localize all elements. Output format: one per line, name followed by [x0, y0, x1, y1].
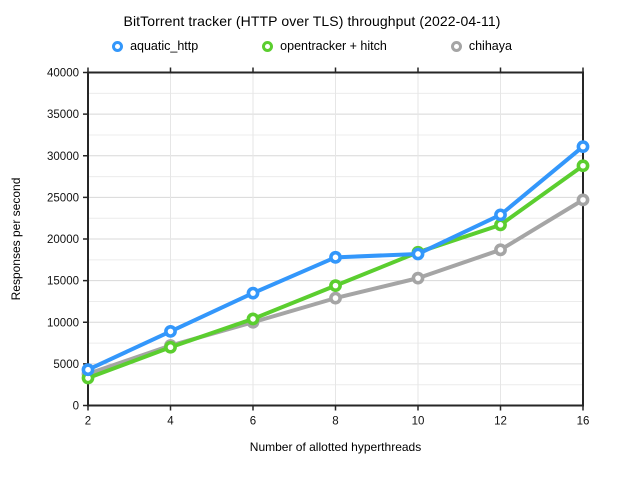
svg-text:20000: 20000	[47, 234, 79, 246]
data-point-marker	[246, 312, 260, 326]
legend: aquatic_http opentracker + hitch chihaya	[0, 39, 624, 53]
svg-text:8: 8	[332, 416, 338, 428]
legend-label-chihaya: chihaya	[468, 39, 512, 53]
svg-text:12: 12	[494, 416, 507, 428]
svg-text:4: 4	[167, 416, 174, 428]
legend-label-aquatic-http: aquatic_http	[130, 39, 199, 53]
data-point-marker	[164, 325, 177, 338]
data-point-marker	[494, 208, 507, 222]
x-axis-title: Number of allotted hyperthreads	[249, 440, 422, 454]
legend-marker-chihaya-icon	[450, 40, 462, 52]
x-tick-labels: 2 4 6 8 10 12 16	[85, 416, 590, 428]
data-point-marker	[576, 159, 590, 173]
svg-text:6: 6	[250, 416, 256, 428]
svg-text:40000: 40000	[47, 68, 79, 80]
data-point-marker	[576, 193, 590, 207]
legend-marker-opentracker-hitch-icon	[262, 40, 274, 52]
data-point-marker	[81, 363, 95, 377]
legend-marker-aquatic-http-icon	[112, 40, 124, 52]
svg-text:10000: 10000	[47, 317, 79, 329]
svg-text:5000: 5000	[53, 359, 79, 371]
svg-text:2: 2	[85, 416, 91, 428]
svg-text:10: 10	[412, 416, 425, 428]
legend-item-chihaya: chihaya	[450, 39, 512, 53]
data-point-marker	[329, 291, 342, 305]
y-tick-labels: 0 5000 10000 15000 20000 25000 30000 35000 40000	[47, 68, 79, 413]
data-point-marker	[329, 250, 342, 264]
data-point-marker	[329, 279, 342, 293]
data-point-marker	[411, 247, 425, 261]
chart-title: BitTorrent tracker (HTTP over TLS) throu…	[123, 13, 501, 29]
data-point-marker	[494, 218, 507, 232]
legend-label-opentracker-hitch: opentracker + hitch	[280, 39, 387, 53]
svg-text:30000: 30000	[47, 151, 79, 163]
svg-text:0: 0	[73, 401, 79, 413]
data-point-marker	[494, 243, 507, 257]
data-point-marker	[576, 140, 590, 153]
svg-text:25000: 25000	[47, 192, 79, 204]
legend-item-aquatic-http: aquatic_http	[112, 39, 198, 53]
data-point-marker	[246, 286, 260, 300]
series-aquatic-http	[81, 140, 590, 377]
data-point-marker	[411, 271, 425, 285]
legend-item-opentracker-hitch: opentracker + hitch	[262, 39, 387, 53]
data-point-marker	[164, 340, 177, 354]
svg-text:15000: 15000	[47, 276, 79, 288]
svg-text:35000: 35000	[47, 109, 79, 121]
svg-text:16: 16	[577, 416, 590, 428]
tick-marks	[83, 67, 584, 411]
